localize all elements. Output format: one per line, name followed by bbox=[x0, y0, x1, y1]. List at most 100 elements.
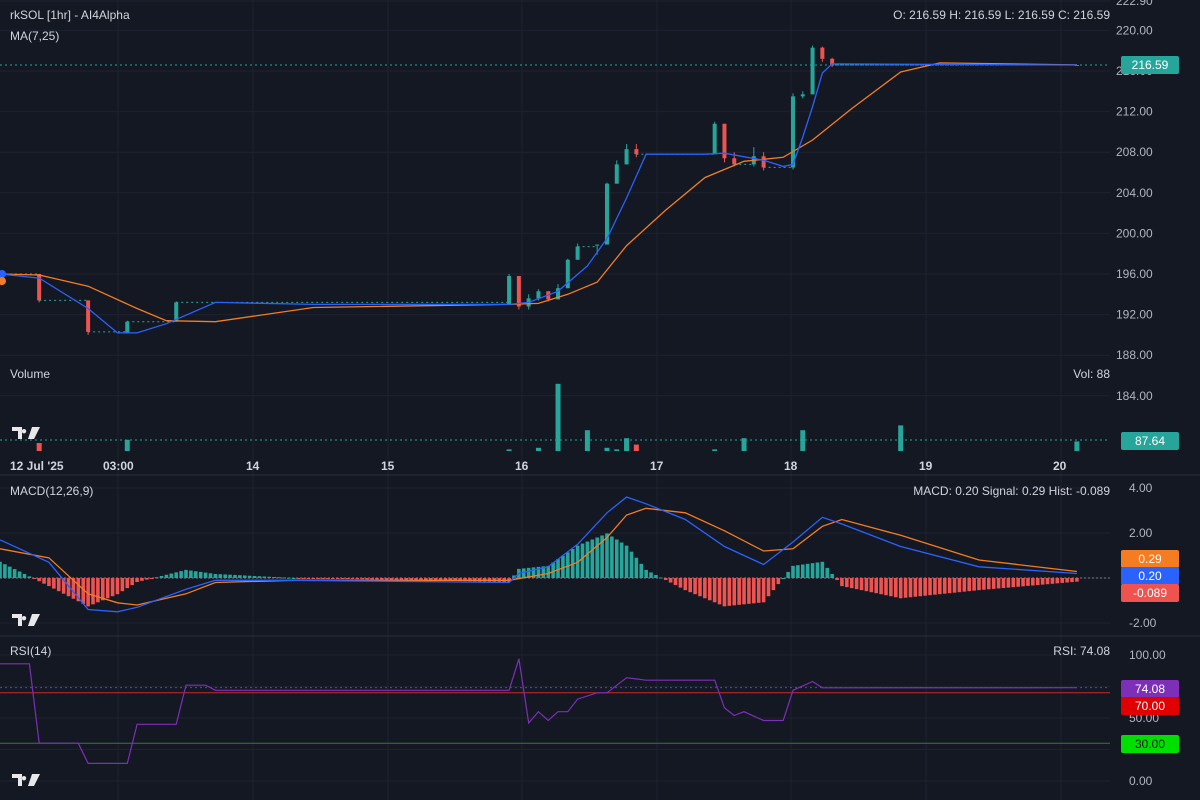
macd-histogram-bar bbox=[707, 578, 712, 601]
macd-histogram-bar bbox=[962, 578, 967, 592]
macd-histogram-bar bbox=[1045, 578, 1050, 585]
macd-histogram-bar bbox=[22, 573, 27, 578]
macd-signal-line bbox=[0, 507, 1077, 606]
macd-histogram-bar bbox=[262, 576, 267, 578]
macd-histogram-bar bbox=[952, 578, 957, 593]
hist-tag: -0.089 bbox=[1121, 584, 1179, 602]
macd-histogram-bar bbox=[110, 578, 115, 597]
volume-tag: 87.64 bbox=[1121, 432, 1179, 450]
macd-histogram-bar bbox=[1070, 578, 1074, 583]
macd-histogram-bar bbox=[145, 578, 149, 580]
macd-histogram-bar bbox=[781, 578, 785, 579]
time-axis-label: 18 bbox=[784, 459, 798, 473]
macd-histogram-bar bbox=[898, 578, 903, 599]
macd-histogram-bar bbox=[840, 578, 844, 587]
macd-histogram-bar bbox=[247, 575, 252, 578]
macd-histogram-bar bbox=[977, 578, 981, 591]
macd-histogram-bar bbox=[991, 578, 996, 589]
time-axis-label: 15 bbox=[381, 459, 395, 473]
macd-histogram-bar bbox=[712, 578, 717, 603]
macd-histogram-bar bbox=[404, 578, 409, 581]
macd-axis-label: 2.00 bbox=[1129, 526, 1153, 540]
macd-histogram-bar bbox=[350, 578, 355, 580]
macd-histogram-bar bbox=[100, 578, 105, 601]
macd-histogram-bar bbox=[306, 578, 311, 579]
macd-histogram-bar bbox=[536, 566, 541, 578]
macd-histogram-bar bbox=[942, 578, 947, 594]
candle-body bbox=[761, 156, 766, 168]
volume-bar bbox=[1074, 441, 1080, 451]
macd-histogram-bar bbox=[605, 533, 609, 578]
macd-histogram-bar bbox=[12, 569, 17, 578]
macd-histogram-bar bbox=[316, 578, 320, 579]
macd-histogram-bar bbox=[776, 578, 781, 585]
macd-histogram-bar bbox=[512, 575, 516, 578]
rsi-tag: 74.08 bbox=[1121, 680, 1179, 698]
macd-histogram-bar bbox=[747, 578, 751, 604]
macd-histogram-bar bbox=[252, 575, 257, 578]
macd-histogram-bar bbox=[683, 578, 688, 591]
price-axis-label: 222.90 bbox=[1116, 0, 1153, 8]
macd-histogram-bar bbox=[918, 578, 923, 597]
macd-histogram-bar bbox=[996, 578, 1001, 589]
volume-bar bbox=[624, 438, 630, 451]
macd-histogram-bar bbox=[986, 578, 991, 590]
macd-histogram-bar bbox=[1016, 578, 1020, 587]
macd-histogram-bar bbox=[96, 578, 100, 603]
candle-body bbox=[614, 164, 619, 184]
macd-histogram-bar bbox=[600, 535, 604, 578]
macd-histogram-bar bbox=[409, 578, 413, 581]
macd-histogram-bar bbox=[737, 578, 741, 605]
macd-histogram-bar bbox=[61, 578, 66, 594]
candle-body bbox=[174, 302, 179, 322]
ma-start-marker bbox=[0, 277, 6, 286]
macd-histogram-bar bbox=[982, 578, 986, 590]
macd-histogram-bar bbox=[389, 578, 394, 580]
macd-histogram-bar bbox=[242, 575, 247, 578]
time-axis-label: 12 Jul '25 bbox=[10, 459, 64, 473]
time-axis-label: 17 bbox=[650, 459, 664, 473]
ohlc-readout: O: 216.59 H: 216.59 L: 216.59 C: 216.59 bbox=[893, 8, 1110, 22]
macd-histogram-bar bbox=[835, 578, 839, 581]
macd-histogram-bar bbox=[105, 578, 110, 599]
macd-histogram-bar bbox=[933, 578, 937, 595]
candle-body bbox=[722, 123, 727, 159]
macd-histogram-bar bbox=[71, 578, 76, 599]
macd-histogram-bar bbox=[815, 562, 820, 578]
macd-histogram-bar bbox=[301, 578, 306, 579]
macd-histogram-bar bbox=[438, 578, 443, 581]
macd-histogram-bar bbox=[345, 578, 350, 580]
macd-histogram-bar bbox=[257, 576, 262, 578]
volume-bar bbox=[633, 444, 639, 451]
macd-histogram-bar bbox=[331, 578, 335, 579]
macd-histogram-bar bbox=[277, 577, 281, 579]
macd-histogram-bar bbox=[619, 542, 624, 578]
macd-histogram-bar bbox=[556, 559, 560, 578]
candle-body bbox=[125, 321, 130, 333]
macd-histogram-bar bbox=[722, 578, 727, 607]
rsi-oversold-tag: 30.00 bbox=[1121, 735, 1179, 753]
candle-body bbox=[624, 149, 629, 165]
price-axis-label: 184.00 bbox=[1116, 389, 1153, 403]
time-axis-label: 20 bbox=[1053, 459, 1067, 473]
macd-histogram-bar bbox=[238, 575, 242, 578]
macd-histogram-bar bbox=[37, 578, 41, 582]
tradingview-logo-icon bbox=[12, 614, 40, 626]
macd-histogram-bar bbox=[291, 578, 296, 579]
macd-histogram-bar bbox=[272, 576, 276, 578]
volume-readout: Vol: 88 bbox=[1073, 367, 1110, 381]
tradingview-logo-icon bbox=[12, 774, 40, 786]
macd-histogram-bar bbox=[52, 578, 56, 589]
volume-bar bbox=[555, 383, 561, 451]
macd-histogram-bar bbox=[614, 539, 619, 578]
macd-histogram-bar bbox=[693, 578, 697, 595]
macd-histogram-bar bbox=[913, 578, 918, 597]
macd-histogram-bar bbox=[1065, 578, 1069, 583]
rsi-axis-label: 0.00 bbox=[1129, 774, 1153, 788]
macd-histogram-bar bbox=[624, 545, 629, 578]
macd-histogram-bar bbox=[115, 578, 120, 595]
macd-histogram-bar bbox=[546, 565, 551, 578]
macd-histogram-bar bbox=[228, 574, 232, 578]
